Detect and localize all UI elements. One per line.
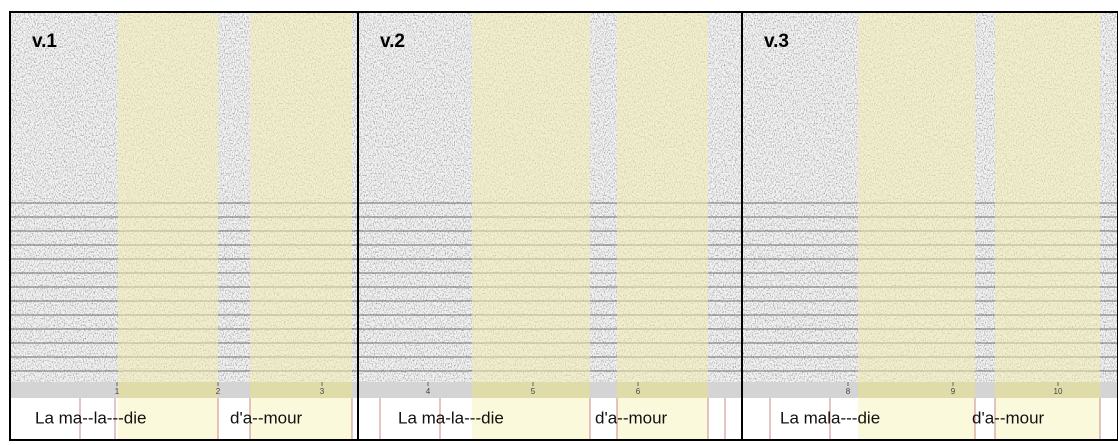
highlight-strip [472, 382, 590, 398]
panel: 1 2 3 La ma--la---die d'a--mour v.1 [9, 11, 359, 441]
panel: 4 5 6 La ma-la---die d'a--mour v.2 [357, 11, 743, 441]
tick-label: 3 [320, 387, 325, 396]
syllables: La mala---die [780, 408, 880, 427]
highlight-strip [858, 382, 975, 398]
panel-border [741, 11, 1118, 441]
syllables: La ma--la---die [35, 408, 146, 427]
highlight [858, 12, 975, 382]
highlight-strip [995, 382, 1100, 398]
tick-label: 6 [636, 387, 641, 396]
highlight-strip [118, 382, 218, 398]
tick-label: 10 [1054, 387, 1063, 396]
panel: 8 9 10 La mala---die d'a--mour v.3 [741, 11, 1118, 441]
panel-label: v.1 [32, 31, 57, 52]
highlight-tier [118, 398, 218, 440]
tick-label: 4 [426, 387, 431, 396]
highlight-tier [250, 398, 352, 440]
highlight-tier [617, 398, 708, 440]
syllables: d'a--mour [972, 408, 1045, 427]
syllables: d'a--mour [230, 408, 303, 427]
panel-label: v.3 [764, 31, 789, 52]
highlight [995, 12, 1100, 382]
highlight-tier [995, 398, 1100, 440]
highlight [250, 12, 352, 382]
syllables: d'a--mour [595, 408, 668, 427]
syllables: La ma-la---die [398, 408, 504, 427]
highlight-tier [858, 398, 975, 440]
highlight-tier [472, 398, 590, 440]
tick-label: 2 [216, 387, 221, 396]
tick-label: 5 [531, 387, 536, 396]
highlight-strip [250, 382, 352, 398]
highlight [617, 12, 708, 382]
panels: 1 2 3 La ma--la---die d'a--mour v.1 4 5 6 La ma-l… [9, 11, 1118, 441]
highlight [472, 12, 590, 382]
highlight-strip [617, 382, 708, 398]
tick-label: 8 [846, 387, 851, 396]
panel-label: v.2 [380, 31, 405, 52]
highlight [118, 12, 218, 382]
tick-label: 9 [951, 387, 956, 396]
tick-label: 1 [115, 387, 120, 396]
